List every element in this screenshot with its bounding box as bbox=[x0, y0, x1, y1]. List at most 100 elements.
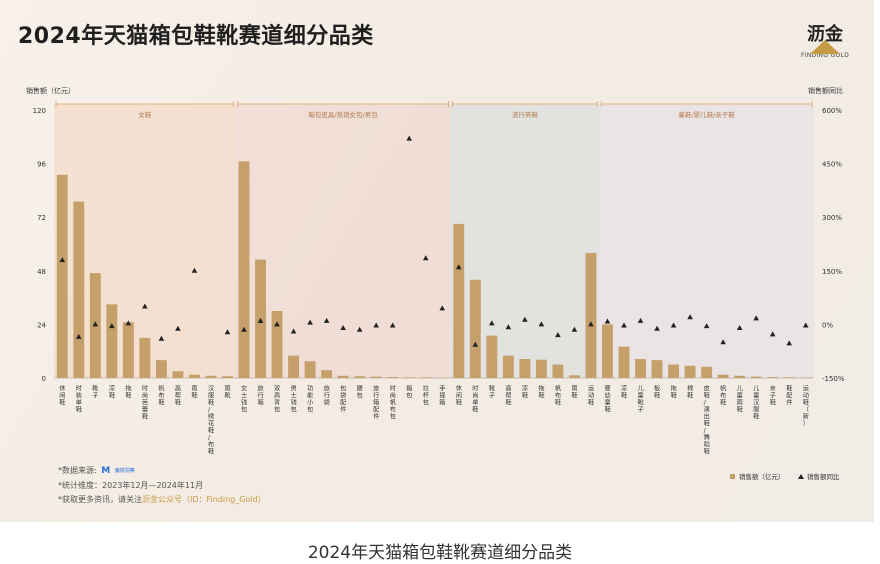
yoy-marker-44 bbox=[786, 340, 793, 346]
brand-logo: 沥金 FINDING GOLD bbox=[796, 20, 854, 66]
yoy-marker-5 bbox=[142, 303, 148, 309]
yoy-marker-37 bbox=[670, 322, 677, 328]
group-label-1: 箱包皮具/热销女包/男包 bbox=[308, 110, 378, 119]
bar-16 bbox=[321, 370, 333, 378]
category-label-37: 拖鞋 bbox=[671, 385, 677, 400]
bar-40 bbox=[717, 374, 729, 378]
yoy-marker-41 bbox=[736, 324, 743, 330]
bar-28 bbox=[519, 359, 531, 378]
bar-3 bbox=[106, 304, 118, 378]
group-label-2: 流行男鞋 bbox=[512, 110, 539, 119]
yoy-marker-22 bbox=[422, 255, 429, 261]
bar-22 bbox=[420, 377, 432, 378]
bar-6 bbox=[155, 360, 167, 378]
yoy-marker-15 bbox=[307, 319, 313, 325]
bar-4 bbox=[122, 322, 134, 378]
category-label-17: 包袋配件 bbox=[340, 385, 346, 414]
bar-19 bbox=[370, 376, 382, 378]
bar-34 bbox=[618, 346, 630, 378]
category-label-10: 雨靴 bbox=[224, 386, 230, 400]
category-label-23: 手提箱 bbox=[439, 385, 445, 407]
follow-note: *获取更多资讯，请关注沥金公众号（ID：Finding_Gold） bbox=[58, 494, 266, 505]
category-label-44: 鞋配件 bbox=[786, 385, 792, 407]
yoy-marker-3 bbox=[109, 323, 115, 329]
logo-subtitle: FINDING GOLD bbox=[800, 52, 850, 59]
group-label-0: 女鞋 bbox=[138, 110, 152, 119]
bar-26 bbox=[486, 335, 498, 378]
yoy-marker-17 bbox=[340, 324, 346, 330]
category-label-11: 女士钱包 bbox=[241, 385, 247, 414]
category-label-38: 棉鞋 bbox=[687, 385, 693, 400]
legend-triangle-icon bbox=[798, 474, 804, 479]
yoy-marker-4 bbox=[125, 320, 132, 326]
bar-13 bbox=[271, 311, 283, 378]
category-label-22: 拉杆包 bbox=[423, 385, 429, 407]
category-label-21: 箱包 bbox=[406, 385, 412, 400]
category-label-16: 旅行袋 bbox=[324, 385, 330, 407]
bar-0 bbox=[56, 174, 68, 378]
bar-39 bbox=[701, 366, 713, 378]
yoy-marker-30 bbox=[555, 332, 561, 338]
yoy-marker-7 bbox=[175, 325, 181, 331]
yoy-marker-36 bbox=[654, 325, 660, 331]
bar-24 bbox=[453, 223, 465, 378]
bar-33 bbox=[602, 324, 613, 378]
y-axis-title: 销售额（亿元） bbox=[26, 86, 75, 95]
bar-43 bbox=[767, 377, 779, 378]
yoy-marker-31 bbox=[571, 326, 578, 332]
category-label-40: 帆布鞋 bbox=[720, 385, 726, 407]
yoy-marker-1 bbox=[75, 333, 82, 339]
yoy-marker-42 bbox=[753, 315, 759, 321]
group-band-0 bbox=[54, 104, 236, 378]
yoy-marker-8 bbox=[191, 267, 198, 273]
yoy-marker-18 bbox=[356, 326, 363, 332]
bar-14 bbox=[288, 355, 300, 378]
yoy-marker-13 bbox=[274, 321, 280, 327]
bar-27 bbox=[502, 355, 514, 378]
y2-tick-label: 600% bbox=[822, 107, 842, 115]
page-title: 2024年天猫箱包鞋靴赛道细分品类 bbox=[18, 24, 374, 49]
bar-7 bbox=[172, 371, 184, 378]
yoy-marker-28 bbox=[522, 316, 528, 322]
group-band-3 bbox=[599, 104, 814, 378]
yoy-marker-23 bbox=[439, 305, 446, 311]
yoy-marker-34 bbox=[621, 322, 627, 328]
bar-36 bbox=[651, 360, 663, 378]
y-tick-label: 0 bbox=[42, 375, 46, 383]
bar-8 bbox=[188, 374, 200, 378]
bar-9 bbox=[205, 375, 217, 378]
chart-svg: 女鞋 箱包皮具/热销女包/男包 流行男鞋 童鞋/婴儿鞋/亲子鞋 0 24 48 72 96 120… bbox=[26, 86, 845, 481]
source-brand-name: 魔镜洞察 bbox=[114, 468, 135, 474]
bar-30 bbox=[552, 364, 564, 378]
period-note: *统计维度：2023年12月—2024年11月 bbox=[58, 481, 204, 490]
yoy-marker-11 bbox=[241, 326, 247, 332]
group-band-1 bbox=[235, 104, 451, 378]
category-label-14: 男士钱包 bbox=[291, 386, 297, 414]
y2-tick-label: 450% bbox=[822, 161, 842, 169]
category-label-4: 拖鞋 bbox=[125, 385, 131, 400]
yoy-marker-39 bbox=[703, 323, 710, 329]
category-label-18: 腰包 bbox=[357, 386, 363, 400]
y-tick-label: 72 bbox=[37, 214, 46, 222]
y2-tick-label: -150% bbox=[822, 375, 845, 383]
source-brand-logo: M bbox=[101, 466, 111, 476]
bar-20 bbox=[387, 377, 399, 378]
bar-38 bbox=[684, 365, 696, 378]
source-note: *数据来源: M 魔镜洞察 bbox=[58, 465, 135, 476]
category-label-43: 亲子鞋 bbox=[770, 385, 776, 407]
bar-18 bbox=[354, 376, 366, 378]
legend-bar-swatch bbox=[730, 474, 735, 479]
yoy-marker-33 bbox=[604, 318, 611, 324]
category-label-0: 休闲鞋 bbox=[59, 385, 66, 407]
category-label-32: 运动鞋 bbox=[588, 385, 594, 407]
yoy-marker-16 bbox=[323, 317, 330, 323]
y2-axis-title: 销售额同比 bbox=[808, 86, 843, 95]
bar-41 bbox=[734, 375, 746, 378]
image-caption: 2024年天猫箱包鞋靴赛道细分品类 bbox=[307, 543, 573, 563]
category-label-1: 时装单鞋 bbox=[76, 385, 82, 414]
category-label-45: 运动鞋（新） bbox=[803, 385, 809, 428]
category-label-19: 旅行箱配件 bbox=[373, 385, 379, 421]
y2-tick-label: 300% bbox=[822, 214, 842, 222]
category-label-6: 帆布鞋 bbox=[158, 385, 164, 407]
yoy-marker-45 bbox=[802, 322, 809, 328]
